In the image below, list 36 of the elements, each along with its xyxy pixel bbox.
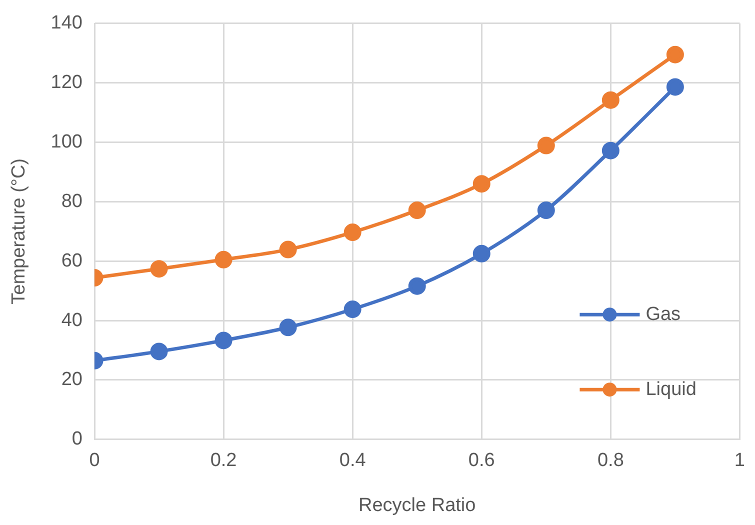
point [214,332,232,350]
y-axis-title: Temperature (°C) [8,158,30,304]
point [150,342,168,360]
point [408,277,426,295]
point [537,136,555,154]
y-tick-label: 0 [72,428,82,450]
y-tick-label: 80 [61,190,82,212]
y-tick-label: 140 [50,12,82,34]
legend-label: Gas [646,304,681,325]
point [472,244,490,262]
y-tick-label: 100 [50,131,82,152]
point [279,318,297,336]
point [344,224,362,242]
point [279,240,297,258]
point [472,175,490,193]
point [344,300,362,318]
point [150,260,168,278]
x-tick-label: 0.4 [339,450,366,472]
legend-label: Liquid [646,378,696,400]
x-tick-label: 1 [734,450,746,472]
point [602,142,620,160]
x-tick-label: 0.8 [597,450,624,472]
y-tick-label: 120 [50,72,82,94]
point [666,78,684,96]
y-tick-label: 20 [61,369,82,390]
point [666,46,684,64]
y-tick-label: 60 [61,250,82,272]
point [214,250,232,268]
x-tick-label: 0.6 [468,450,495,472]
point [408,202,426,220]
x-tick-label: 0 [89,450,100,472]
point [537,202,555,220]
x-tick-label: 0.2 [210,450,237,472]
x-axis-title: Recycle Ratio [358,494,476,516]
y-tick-label: 40 [61,310,82,331]
point [602,91,620,109]
